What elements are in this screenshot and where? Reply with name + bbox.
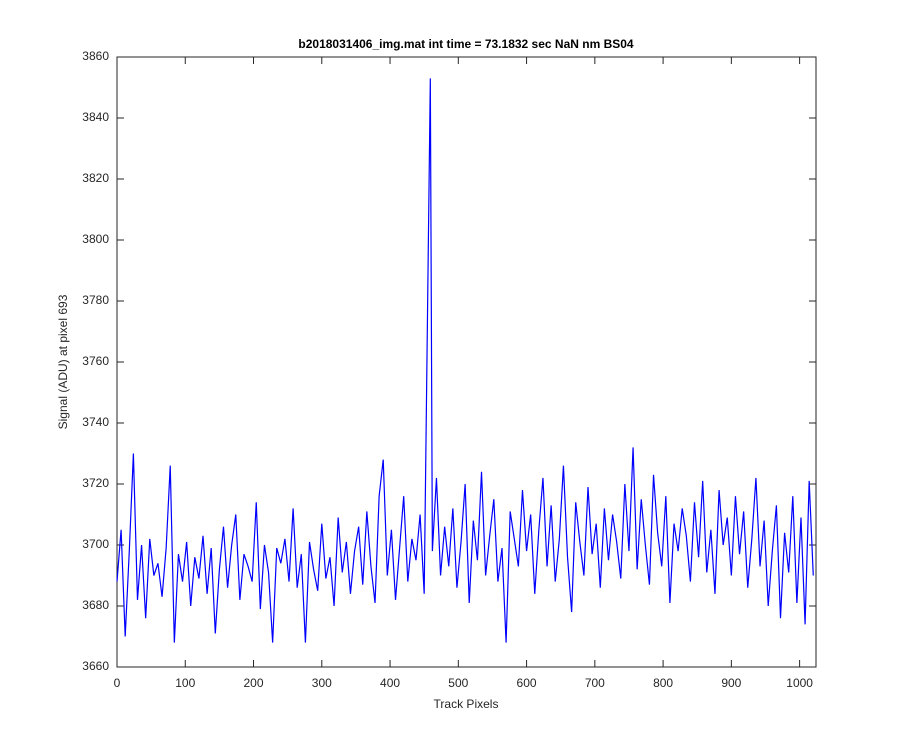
- y-tick-label: 3660: [82, 659, 109, 673]
- y-tick-label: 3700: [82, 537, 109, 551]
- x-tick-label: 900: [721, 676, 741, 690]
- x-axis-label: Track Pixels: [434, 697, 499, 711]
- data-line: [116, 78, 814, 643]
- x-tick-label: 600: [517, 676, 537, 690]
- y-tick-label: 3840: [82, 110, 109, 124]
- x-tick-label: 700: [585, 676, 605, 690]
- x-tick-label: 1000: [786, 676, 813, 690]
- y-tick-label: 3860: [82, 49, 109, 63]
- x-tick-label: 100: [175, 676, 195, 690]
- x-tick-label: 200: [244, 676, 264, 690]
- x-tick-label: 500: [448, 676, 468, 690]
- y-tick-label: 3760: [82, 354, 109, 368]
- x-tick-label: 800: [653, 676, 673, 690]
- y-tick-label: 3720: [82, 476, 109, 490]
- x-tick-label: 300: [312, 676, 332, 690]
- plot-frame: [116, 56, 817, 668]
- x-tick-label: 400: [380, 676, 400, 690]
- y-tick-label: 3740: [82, 415, 109, 429]
- y-tick-label: 3800: [82, 232, 109, 246]
- y-axis-label: Signal (ADU) at pixel 693: [56, 294, 70, 429]
- y-tick-label: 3780: [82, 293, 109, 307]
- y-tick-label: 3680: [82, 598, 109, 612]
- x-tick-label: 0: [114, 676, 121, 690]
- y-tick-label: 3820: [82, 171, 109, 185]
- chart-title: b2018031406_img.mat int time = 73.1832 s…: [298, 37, 634, 51]
